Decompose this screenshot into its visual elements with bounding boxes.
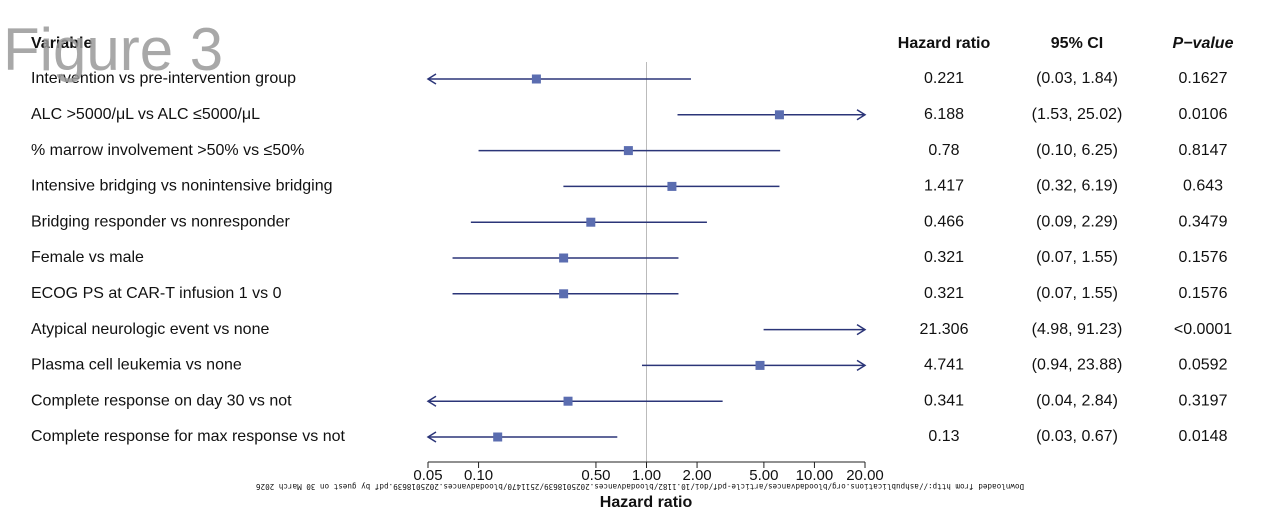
ci-text: (0.07, 1.55): [1036, 285, 1118, 302]
variable-header: Variable: [31, 35, 92, 52]
arrowhead: [856, 109, 867, 121]
ci-header: 95% CI: [1051, 35, 1103, 52]
watermark: Downloaded from http://ashpublications.o…: [256, 482, 1024, 491]
row-label: Complete response on day 30 vs not: [31, 392, 292, 409]
row-label: ALC >5000/μL vs ALC ≤5000/μL: [31, 106, 260, 123]
hr-marker: [755, 360, 765, 370]
hr-value: 0.321: [924, 249, 964, 266]
hr-value: 0.466: [924, 213, 964, 230]
x-tick-label: 0.05: [413, 467, 442, 484]
hr-marker: [493, 432, 503, 442]
hr-marker: [563, 396, 573, 406]
ci-text: (0.03, 1.84): [1036, 70, 1118, 87]
row-label: Complete response for max response vs no…: [31, 428, 345, 445]
x-tick-label: 2.00: [682, 467, 711, 484]
hr-value: 0.13: [928, 428, 959, 445]
row-label: % marrow involvement >50% vs ≤50%: [31, 142, 304, 159]
hr-value: 0.321: [924, 285, 964, 302]
figure-label: Figure 3: [3, 16, 223, 83]
ci-text: (0.07, 1.55): [1036, 249, 1118, 266]
x-tick-label: 5.00: [749, 467, 778, 484]
p-value: 0.1576: [1179, 249, 1228, 266]
p-value: 0.3479: [1179, 213, 1228, 230]
x-tick-label: 1.00: [632, 467, 661, 484]
hr-header: Hazard ratio: [898, 35, 991, 52]
p-value: 0.0106: [1179, 106, 1228, 123]
hr-marker: [559, 253, 569, 263]
arrowhead: [426, 395, 437, 407]
row-label: Bridging responder vs nonresponder: [31, 213, 291, 230]
x-tick-label: 20.00: [846, 467, 884, 484]
row-label: Female vs male: [31, 249, 144, 266]
x-tick-label: 10.00: [796, 467, 834, 484]
ci-text: (0.03, 0.67): [1036, 428, 1118, 445]
p-value: 0.1576: [1179, 285, 1228, 302]
arrowhead: [856, 323, 867, 336]
row-label: Plasma cell leukemia vs none: [31, 357, 242, 374]
row-label: Intensive bridging vs nonintensive bridg…: [31, 178, 333, 195]
x-tick-label: 0.10: [464, 467, 493, 484]
ci-text: (0.10, 6.25): [1036, 142, 1118, 159]
row-label: Atypical neurologic event vs none: [31, 321, 269, 338]
hr-marker: [586, 217, 596, 227]
hr-value: 0.341: [924, 392, 964, 409]
ci-text: (4.98, 91.23): [1032, 321, 1123, 338]
ci-text: (0.32, 6.19): [1036, 178, 1118, 195]
ci-text: (0.04, 2.84): [1036, 392, 1118, 409]
hr-value: 21.306: [920, 321, 969, 338]
p-header: P−value: [1173, 35, 1234, 52]
arrowhead: [856, 359, 867, 372]
p-value: <0.0001: [1174, 321, 1232, 338]
ci-text: (0.94, 23.88): [1032, 357, 1123, 374]
hr-marker: [531, 74, 541, 84]
row-label: Intervention vs pre-intervention group: [31, 70, 296, 87]
hr-value: 0.78: [928, 142, 959, 159]
row-label: ECOG PS at CAR-T infusion 1 vs 0: [31, 285, 282, 302]
arrowhead: [426, 73, 437, 85]
hr-marker: [559, 289, 569, 299]
p-value: 0.0592: [1179, 357, 1228, 374]
hr-marker: [774, 110, 784, 120]
hr-value: 6.188: [924, 106, 964, 123]
ci-text: (1.53, 25.02): [1032, 106, 1123, 123]
p-value: 0.643: [1183, 178, 1223, 195]
p-value: 0.0148: [1179, 428, 1228, 445]
x-axis-label: Hazard ratio: [600, 494, 693, 511]
x-tick-label: 0.50: [581, 467, 610, 484]
arrowhead: [426, 431, 437, 443]
p-value: 0.1627: [1179, 70, 1228, 87]
hr-marker: [623, 146, 633, 156]
hr-value: 0.221: [924, 70, 964, 87]
p-value: 0.8147: [1179, 142, 1228, 159]
ci-text: (0.09, 2.29): [1036, 213, 1118, 230]
hr-value: 1.417: [924, 178, 964, 195]
p-value: 0.3197: [1179, 392, 1228, 409]
hr-value: 4.741: [924, 357, 964, 374]
hr-marker: [667, 181, 677, 191]
